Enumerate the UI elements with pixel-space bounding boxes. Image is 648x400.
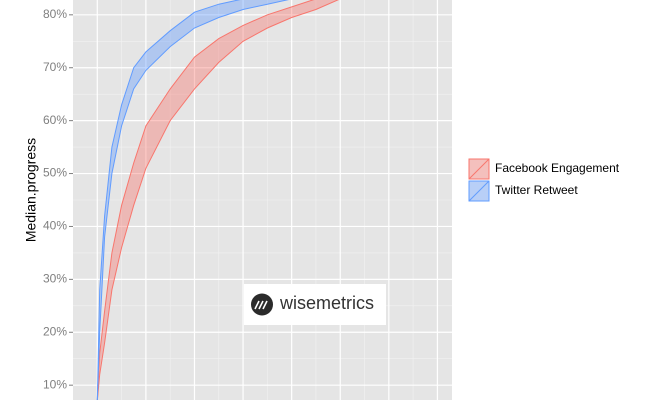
ribbon-lower bbox=[96, 0, 290, 400]
y-tick-label: 50% bbox=[43, 166, 67, 180]
y-tick-label: 80% bbox=[43, 7, 67, 21]
y-tick-label: 70% bbox=[43, 60, 67, 74]
legend-label: Twitter Retweet bbox=[495, 183, 578, 197]
y-tick-label: 10% bbox=[43, 377, 67, 391]
ribbon-upper bbox=[96, 0, 241, 400]
plot-area bbox=[96, 0, 339, 400]
y-tick-label: 60% bbox=[43, 113, 67, 127]
axis: 10% 20% 30% 40% 50% 60% 70% 80% bbox=[43, 7, 73, 391]
legend-key-line bbox=[468, 180, 490, 202]
legend: Facebook Engagement Twitter Retweet bbox=[467, 157, 620, 203]
watermark-box: wisemetrics bbox=[244, 284, 386, 325]
legend-key-line bbox=[468, 158, 490, 180]
ribbon-lower bbox=[96, 0, 339, 400]
grid bbox=[73, 0, 452, 400]
y-tick-label: 40% bbox=[43, 219, 67, 233]
watermark: wisemetrics bbox=[279, 293, 374, 313]
y-axis-label: Median.progress bbox=[23, 138, 39, 242]
y-tick-label: 30% bbox=[43, 272, 67, 286]
legend-label: Facebook Engagement bbox=[495, 161, 620, 175]
watermark-icon-lines bbox=[254, 300, 268, 310]
ribbon-upper bbox=[96, 0, 315, 400]
y-tick-label: 20% bbox=[43, 324, 67, 338]
